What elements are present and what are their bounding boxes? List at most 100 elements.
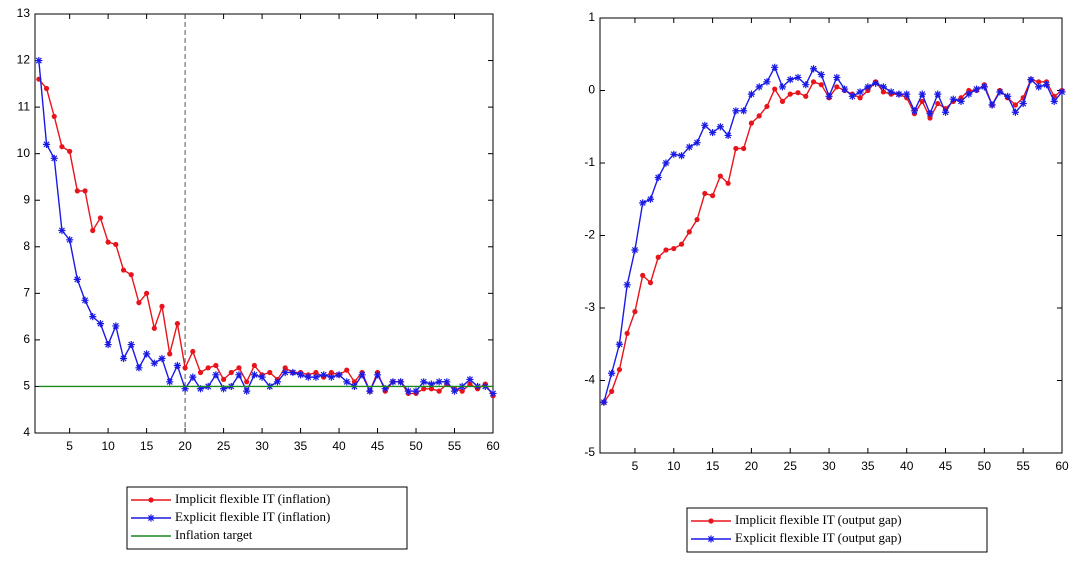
point-marker (90, 227, 96, 234)
point-marker (73, 275, 81, 283)
legend-label: Explicit flexible IT (output gap) (735, 530, 902, 545)
point-marker (740, 107, 748, 115)
point-marker (654, 173, 662, 182)
x-tick-label: 40 (900, 459, 914, 473)
point-marker (1019, 99, 1027, 108)
x-tick-label: 5 (632, 459, 639, 473)
point-marker (848, 92, 856, 100)
point-marker (96, 319, 105, 328)
point-marker (748, 120, 755, 126)
point-marker (763, 78, 771, 86)
point-marker (273, 378, 282, 386)
point-marker (631, 246, 639, 254)
point-marker (166, 378, 174, 386)
point-marker (144, 290, 150, 296)
point-marker (467, 381, 473, 387)
point-marker (639, 199, 647, 207)
point-marker (89, 313, 97, 321)
point-marker (105, 239, 111, 245)
point-marker (678, 241, 685, 247)
y-tick-label: -4 (584, 373, 595, 387)
point-marker (1036, 79, 1042, 85)
point-marker (865, 87, 871, 94)
legend-box (686, 507, 988, 553)
plot-frame (34, 13, 494, 434)
point-marker (112, 322, 120, 330)
point-marker (489, 389, 497, 398)
point-marker (926, 110, 934, 118)
x-tick-label: 45 (371, 439, 385, 453)
point-marker (856, 88, 864, 96)
x-tick-label: 5 (66, 439, 73, 453)
series-line (603, 78, 1063, 403)
point-marker (412, 387, 420, 395)
point-marker (957, 97, 965, 105)
point-marker (817, 70, 825, 79)
point-marker (1050, 97, 1058, 105)
point-marker (702, 190, 708, 197)
point-marker (608, 369, 616, 377)
legend-label: Implicit flexible IT (output gap) (735, 512, 902, 527)
point-marker (927, 115, 933, 121)
point-marker (615, 340, 624, 348)
point-marker (443, 378, 451, 386)
point-marker (825, 92, 833, 100)
x-tick-label: 55 (1016, 459, 1030, 473)
point-marker (459, 388, 465, 394)
point-marker (113, 241, 119, 248)
x-tick-label: 55 (448, 439, 462, 453)
plot-frame (599, 17, 1063, 454)
point-marker (282, 365, 288, 371)
point-marker (66, 236, 74, 244)
point-marker (771, 63, 779, 71)
point-marker (600, 398, 608, 406)
point-marker (258, 373, 266, 381)
point-marker (640, 272, 646, 278)
point-marker (802, 81, 810, 89)
point-marker (818, 82, 824, 88)
x-tick-label: 15 (140, 439, 154, 453)
x-tick-label: 25 (784, 459, 798, 473)
x-tick-label: 30 (822, 459, 836, 473)
x-tick-label: 40 (332, 439, 346, 453)
x-tick-label: 60 (1055, 459, 1069, 473)
point-marker (958, 95, 964, 101)
x-tick-label: 30 (255, 439, 269, 453)
point-marker (389, 378, 397, 386)
point-marker (150, 359, 158, 367)
point-marker (466, 375, 474, 384)
y-tick-label: -1 (584, 155, 595, 169)
point-marker (320, 371, 328, 379)
point-marker (686, 229, 692, 235)
point-marker (1012, 102, 1019, 108)
legend-marker (708, 518, 714, 524)
point-marker (205, 365, 211, 371)
point-marker (51, 113, 57, 120)
point-marker (609, 388, 615, 394)
point-marker (158, 354, 166, 363)
point-marker (296, 371, 305, 379)
point-marker (120, 267, 127, 273)
point-marker (647, 280, 654, 286)
point-marker (312, 373, 320, 381)
point-marker (327, 373, 335, 381)
point-marker (427, 380, 436, 388)
point-marker (159, 303, 165, 309)
point-marker (972, 85, 981, 93)
y-tick-label: -3 (584, 300, 595, 314)
point-marker (43, 85, 50, 92)
point-marker (709, 193, 716, 199)
series-line (38, 78, 494, 397)
point-marker (136, 300, 142, 306)
point-marker (864, 83, 872, 91)
point-marker (949, 95, 957, 103)
point-marker (381, 385, 389, 393)
point-marker (50, 154, 58, 162)
point-marker (197, 369, 204, 376)
point-marker (787, 91, 793, 97)
y-tick-label: 12 (17, 53, 31, 67)
point-marker (119, 354, 128, 363)
point-marker (810, 79, 817, 85)
point-marker (450, 387, 459, 395)
